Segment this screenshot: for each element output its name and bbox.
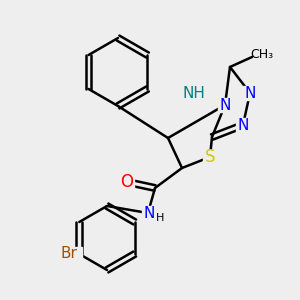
Bar xyxy=(203,150,217,164)
Text: N: N xyxy=(219,98,231,112)
Text: N: N xyxy=(237,118,249,133)
Text: O: O xyxy=(121,173,134,191)
Bar xyxy=(236,118,250,132)
Text: NH: NH xyxy=(183,85,206,100)
Bar xyxy=(142,206,156,220)
Text: H: H xyxy=(156,213,164,223)
Text: Br: Br xyxy=(61,247,78,262)
Bar xyxy=(183,86,205,100)
Text: N: N xyxy=(143,206,155,220)
Text: N: N xyxy=(244,85,256,100)
Text: CH₃: CH₃ xyxy=(250,49,274,62)
Bar xyxy=(218,98,232,112)
Bar xyxy=(243,86,257,100)
Bar xyxy=(120,175,134,189)
Bar xyxy=(56,247,82,261)
Text: S: S xyxy=(205,148,215,166)
